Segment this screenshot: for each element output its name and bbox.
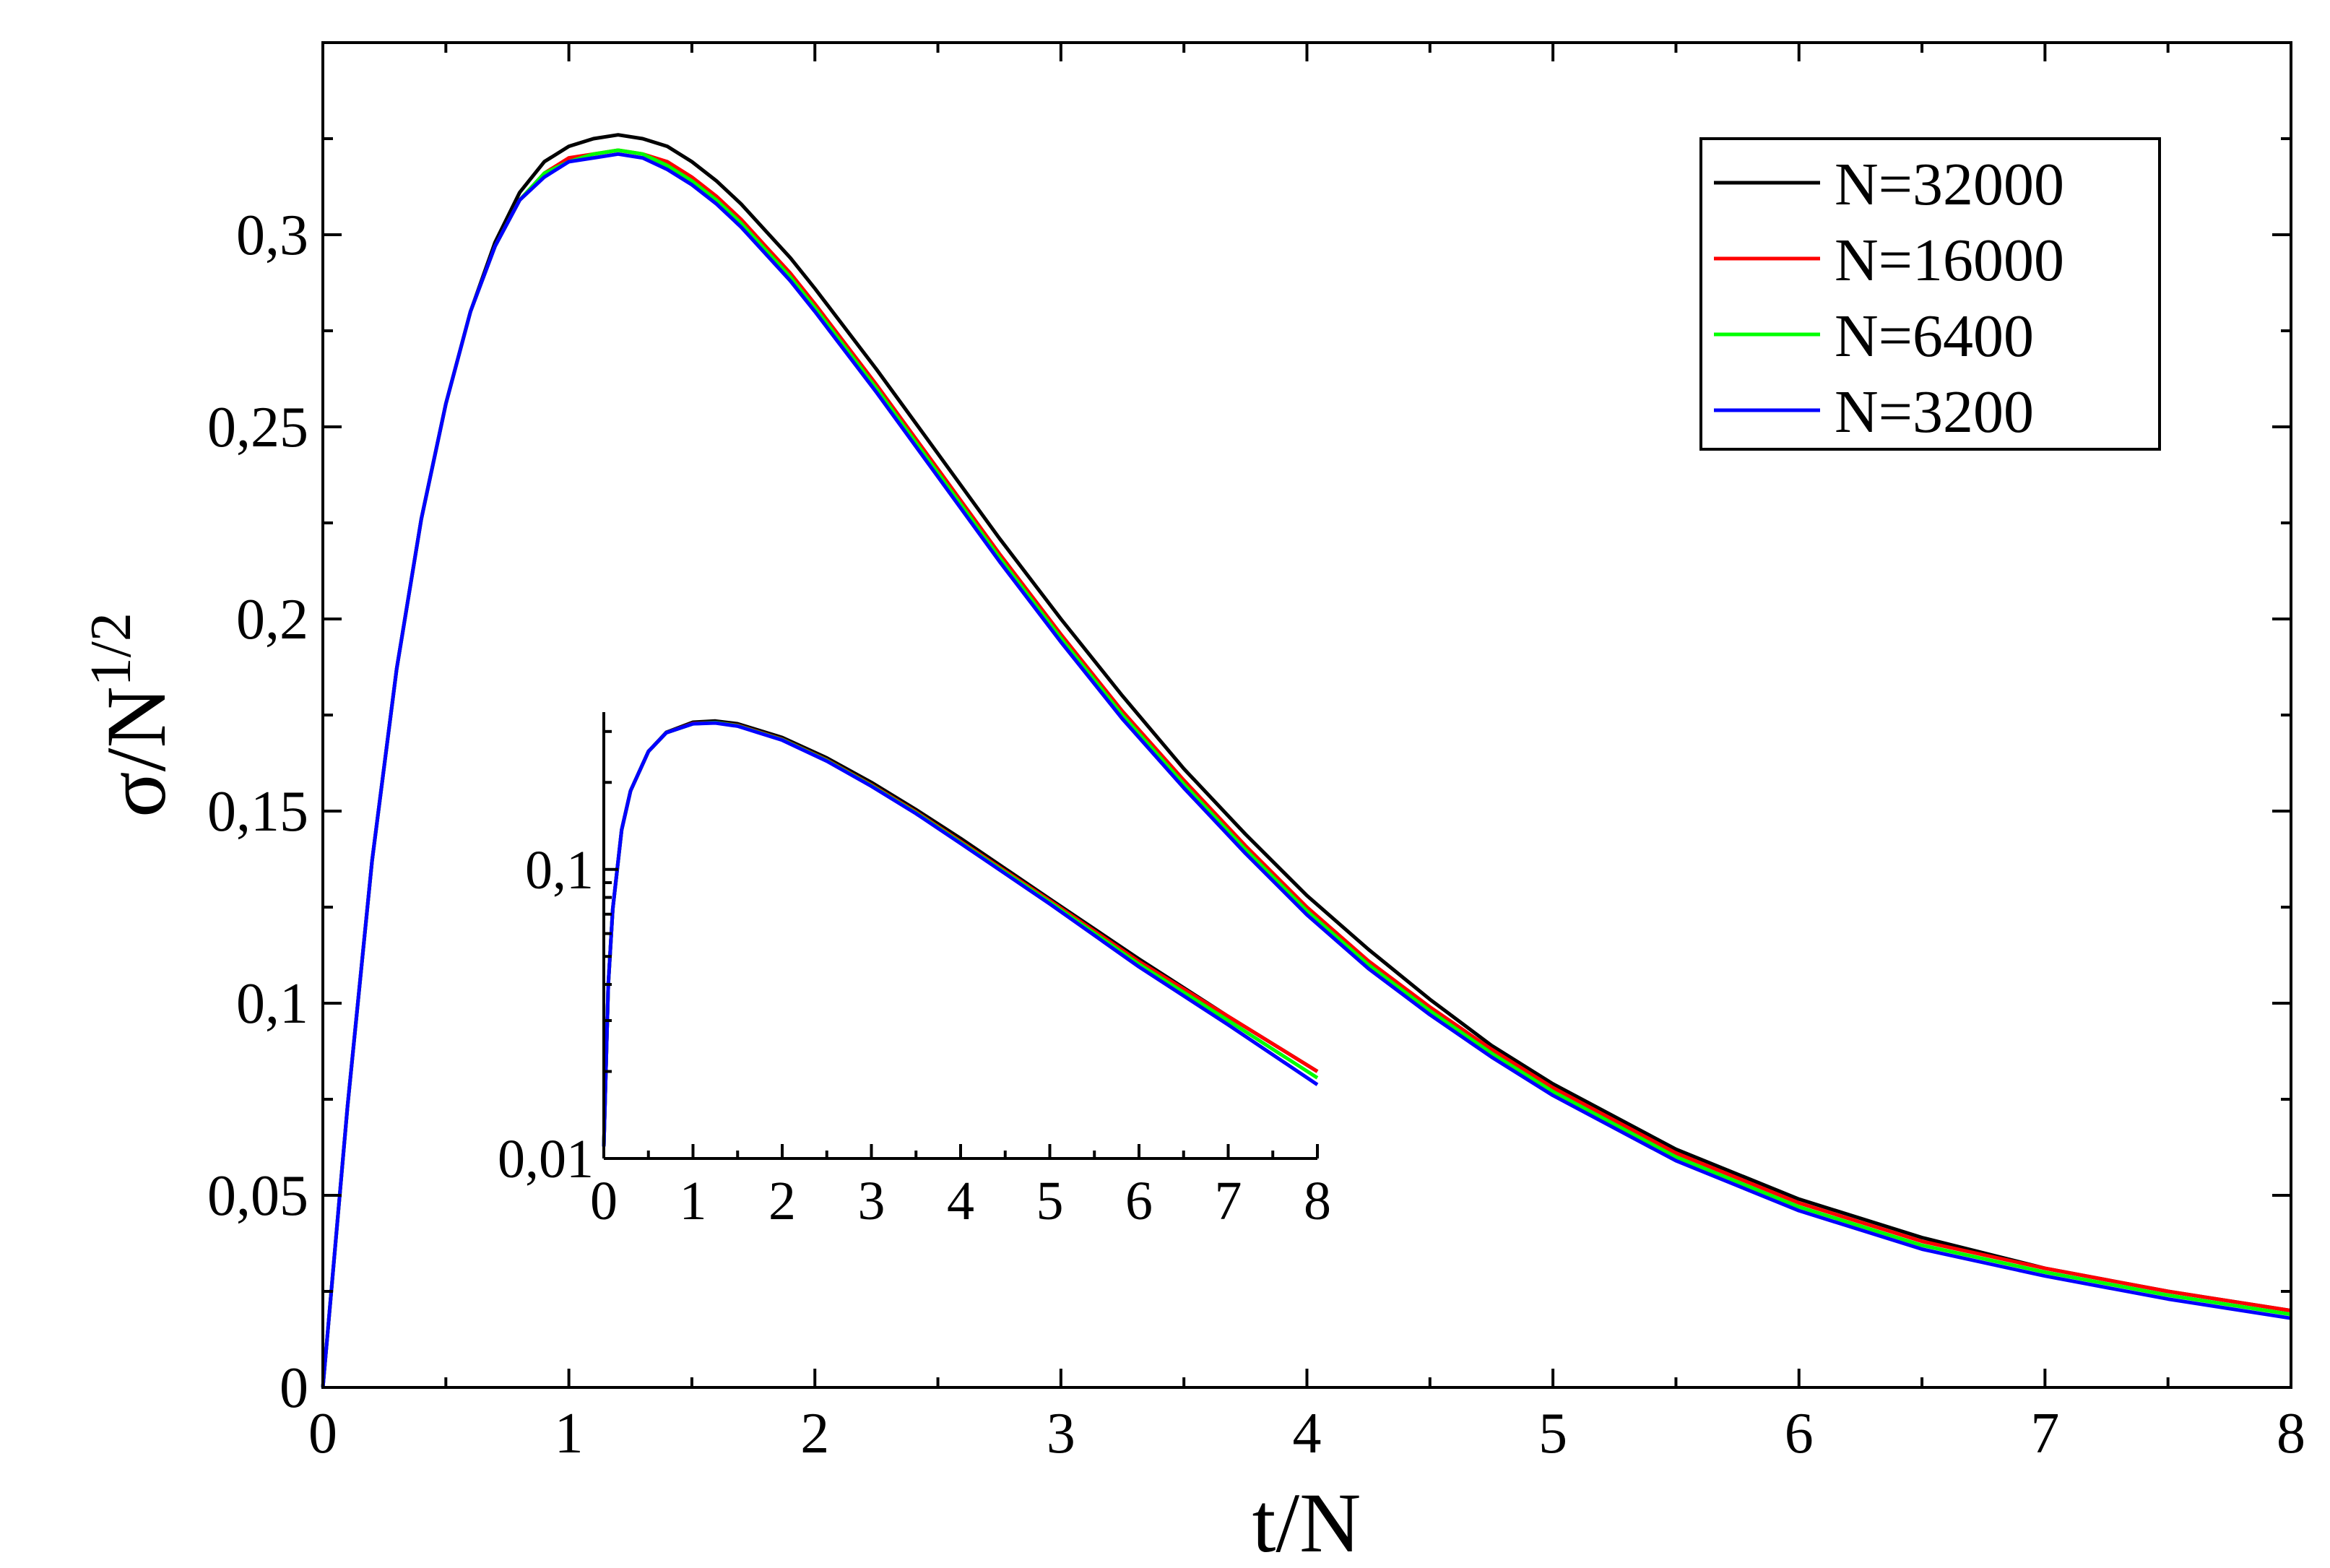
y-tick-label: 0,15 bbox=[207, 780, 308, 844]
y-axis-label: σ/N1/2 bbox=[79, 612, 183, 818]
inset-x-tick-label: 3 bbox=[858, 1171, 885, 1231]
x-tick-label: 0 bbox=[308, 1402, 337, 1465]
x-tick-label: 3 bbox=[1047, 1402, 1075, 1465]
inset-x-tick-label: 6 bbox=[1125, 1171, 1153, 1231]
series-line-n-3200 bbox=[321, 152, 2292, 1388]
legend-label: N=32000 bbox=[1835, 151, 2064, 218]
y-tick-label: 0,1 bbox=[236, 972, 308, 1036]
y-tick-label: 0,05 bbox=[207, 1164, 308, 1228]
legend-label: N=3200 bbox=[1835, 378, 2034, 446]
main-axes: 0 1 2 3 4 5 6 7 800,050,10,150,20,250,3 bbox=[207, 43, 2305, 1465]
inset-x-tick-label: 7 bbox=[1215, 1171, 1242, 1231]
main-series-group bbox=[321, 133, 2292, 1388]
x-tick-label: 2 bbox=[800, 1402, 829, 1465]
x-tick-label: 5 bbox=[1538, 1402, 1567, 1465]
inset-x-tick-label: 5 bbox=[1036, 1171, 1064, 1231]
x-tick-label: 8 bbox=[2277, 1402, 2305, 1465]
y-axis-label-exponent: 1/2 bbox=[79, 612, 143, 686]
inset-x-tick-label: 2 bbox=[768, 1171, 796, 1231]
legend-items: N=32000 N=16000 N=6400 N=3200 bbox=[1714, 151, 2064, 446]
main-plot-frame bbox=[321, 41, 2292, 1389]
y-axis-label-group: σ/N1/2 bbox=[79, 612, 183, 818]
inset-chart: 0 1 2 3 4 5 6 7 8 0,01 0,1 bbox=[498, 712, 1331, 1231]
inset-x-tick-label: 4 bbox=[947, 1171, 974, 1231]
inset-x-tick-label: 0 bbox=[590, 1171, 618, 1231]
y-tick-label: 0,2 bbox=[236, 588, 308, 651]
y-tick-label: 0,3 bbox=[236, 204, 308, 267]
x-tick-label: 4 bbox=[1293, 1402, 1322, 1465]
x-axis-label: t/N bbox=[1252, 1476, 1361, 1568]
x-tick-label: 1 bbox=[555, 1402, 584, 1465]
inset-series-group bbox=[602, 719, 1319, 1147]
legend: N=32000 N=16000 N=6400 N=3200 bbox=[1699, 137, 2161, 451]
y-tick-label: 0 bbox=[280, 1356, 308, 1420]
inset-y-tick-label: 0,1 bbox=[525, 840, 594, 901]
inset-y-tick-label: 0,01 bbox=[498, 1129, 594, 1190]
legend-label: N=16000 bbox=[1835, 227, 2064, 294]
x-tick-label: 7 bbox=[2030, 1402, 2059, 1465]
y-axis-label-base: σ/N bbox=[89, 686, 183, 818]
inset-x-tick-label: 8 bbox=[1304, 1171, 1331, 1231]
y-tick-label: 0,25 bbox=[207, 396, 308, 459]
x-tick-label: 6 bbox=[1785, 1402, 1814, 1465]
inset-series-line-n-3200 bbox=[602, 721, 1319, 1147]
legend-label: N=6400 bbox=[1835, 303, 2034, 370]
inset-x-tick-label: 1 bbox=[680, 1171, 707, 1231]
legend-box bbox=[1699, 137, 2161, 451]
